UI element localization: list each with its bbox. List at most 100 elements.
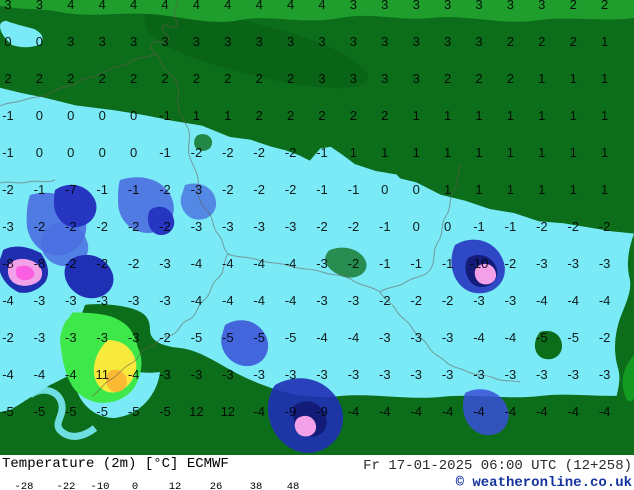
svg-text:0: 0 (130, 145, 137, 160)
svg-text:-4: -4 (34, 367, 46, 382)
svg-text:2: 2 (318, 108, 325, 123)
svg-text:-2: -2 (128, 219, 140, 234)
svg-text:-2: -2 (348, 256, 360, 271)
svg-text:0: 0 (36, 34, 43, 49)
svg-text:2: 2 (36, 71, 43, 86)
svg-text:2: 2 (4, 71, 11, 86)
svg-text:-2: -2 (536, 219, 548, 234)
svg-text:2: 2 (193, 71, 200, 86)
svg-text:-4: -4 (410, 404, 422, 419)
svg-text:-1: -1 (316, 182, 328, 197)
svg-text:4: 4 (224, 0, 231, 12)
svg-text:3: 3 (36, 0, 43, 12)
svg-text:-4: -4 (348, 404, 360, 419)
svg-text:1: 1 (538, 108, 545, 123)
svg-text:-4: -4 (253, 404, 265, 419)
svg-text:-1: -1 (2, 145, 14, 160)
svg-text:1: 1 (538, 182, 545, 197)
svg-text:-1: -1 (473, 219, 485, 234)
svg-text:-1: -1 (442, 256, 454, 271)
svg-text:1: 1 (538, 71, 545, 86)
svg-text:-4: -4 (285, 293, 297, 308)
svg-text:2: 2 (570, 34, 577, 49)
svg-text:1: 1 (475, 108, 482, 123)
svg-text:2: 2 (287, 71, 294, 86)
svg-text:-4: -4 (191, 256, 203, 271)
svg-text:0: 0 (130, 108, 137, 123)
svg-text:3: 3 (413, 0, 420, 12)
svg-text:-3: -3 (159, 256, 171, 271)
svg-text:3: 3 (4, 0, 11, 12)
svg-text:-3: -3 (191, 182, 203, 197)
svg-text:-2: -2 (2, 330, 14, 345)
svg-text:-8: -8 (34, 256, 46, 271)
svg-text:-3: -3 (505, 293, 517, 308)
svg-text:2: 2 (381, 108, 388, 123)
svg-text:-4: -4 (599, 404, 611, 419)
svg-text:2: 2 (224, 71, 231, 86)
svg-text:-4: -4 (348, 330, 360, 345)
svg-text:4: 4 (99, 0, 106, 12)
svg-text:-2: -2 (159, 219, 171, 234)
svg-text:-4: -4 (128, 367, 140, 382)
svg-text:-2: -2 (285, 182, 297, 197)
svg-text:-1: -1 (379, 256, 391, 271)
svg-text:-5: -5 (222, 330, 234, 345)
svg-text:-8: -8 (2, 256, 14, 271)
svg-text:2: 2 (507, 34, 514, 49)
svg-text:-5: -5 (34, 404, 46, 419)
svg-text:3: 3 (413, 71, 420, 86)
svg-text:-2: -2 (567, 219, 579, 234)
svg-text:-3: -3 (191, 367, 203, 382)
svg-text:1: 1 (601, 145, 608, 160)
svg-text:-3: -3 (34, 293, 46, 308)
svg-text:2: 2 (256, 108, 263, 123)
svg-text:-1: -1 (2, 108, 14, 123)
svg-text:-3: -3 (65, 293, 77, 308)
svg-text:-2: -2 (222, 145, 234, 160)
svg-text:-1: -1 (348, 182, 360, 197)
svg-text:-3: -3 (222, 219, 234, 234)
svg-text:2: 2 (538, 34, 545, 49)
svg-text:1: 1 (601, 182, 608, 197)
svg-text:1: 1 (350, 145, 357, 160)
svg-text:4: 4 (287, 0, 294, 12)
svg-text:-9: -9 (316, 404, 328, 419)
svg-text:3: 3 (130, 34, 137, 49)
svg-text:-2: -2 (442, 293, 454, 308)
svg-text:-3: -3 (316, 293, 328, 308)
svg-text:-5: -5 (159, 404, 171, 419)
svg-text:-2: -2 (505, 256, 517, 271)
svg-text:3: 3 (350, 34, 357, 49)
svg-text:3: 3 (538, 0, 545, 12)
svg-text:-2: -2 (348, 219, 360, 234)
svg-text:11: 11 (95, 367, 109, 382)
svg-text:-4: -4 (567, 404, 579, 419)
svg-text:2: 2 (570, 0, 577, 12)
svg-text:-2: -2 (379, 293, 391, 308)
svg-text:-3: -3 (379, 367, 391, 382)
svg-text:-4: -4 (2, 293, 14, 308)
svg-text:-3: -3 (536, 256, 548, 271)
svg-text:-3: -3 (316, 256, 328, 271)
svg-text:1: 1 (381, 145, 388, 160)
svg-text:-4: -4 (65, 367, 77, 382)
svg-text:-4: -4 (191, 293, 203, 308)
svg-text:-2: -2 (96, 219, 108, 234)
svg-text:3: 3 (381, 34, 388, 49)
svg-text:-5: -5 (285, 330, 297, 345)
svg-text:2: 2 (475, 71, 482, 86)
svg-text:2: 2 (444, 71, 451, 86)
svg-text:1: 1 (570, 71, 577, 86)
svg-text:-4: -4 (316, 330, 328, 345)
svg-text:-3: -3 (442, 367, 454, 382)
svg-text:4: 4 (130, 0, 137, 12)
svg-text:-3: -3 (567, 367, 579, 382)
svg-text:1: 1 (444, 182, 451, 197)
svg-text:1: 1 (475, 182, 482, 197)
svg-text:-3: -3 (253, 219, 265, 234)
svg-text:-3: -3 (34, 330, 46, 345)
svg-text:1: 1 (475, 145, 482, 160)
svg-text:2: 2 (67, 71, 74, 86)
svg-text:1: 1 (538, 145, 545, 160)
